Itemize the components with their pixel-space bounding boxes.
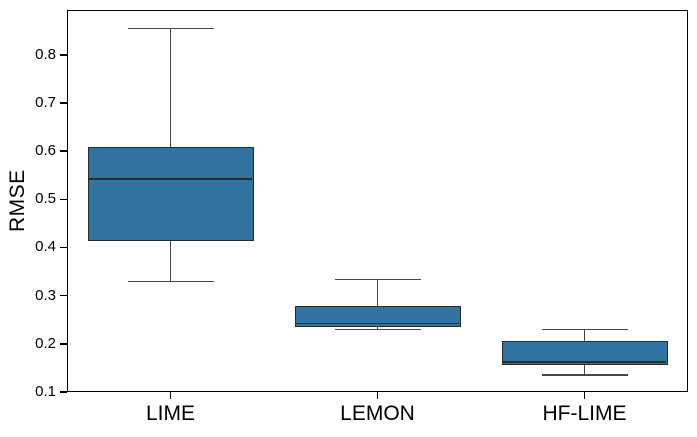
- whisker-lower: [583, 364, 586, 376]
- y-tick-mark: [60, 102, 67, 104]
- whisker-lower: [376, 326, 379, 330]
- y-tick-mark: [60, 343, 67, 345]
- y-tick-mark: [60, 198, 67, 201]
- y-tick-mark: [60, 150, 67, 152]
- whisker-cap-lower: [127, 280, 214, 282]
- median-line: [503, 361, 666, 364]
- whisker-cap-upper: [541, 328, 628, 331]
- whisker-cap-upper: [127, 27, 214, 29]
- x-tick-label: LEMON: [340, 402, 415, 425]
- x-tick-label: HF-LIME: [542, 402, 627, 425]
- median-line: [296, 322, 459, 325]
- y-tick-mark: [60, 294, 67, 297]
- y-tick-label: 0.8: [35, 45, 56, 63]
- whisker-upper: [376, 279, 379, 307]
- whisker-cap-lower: [541, 374, 628, 376]
- y-tick-label: 0.1: [35, 383, 56, 400]
- box: [501, 340, 668, 365]
- box: [87, 146, 254, 241]
- whisker-upper: [169, 28, 172, 147]
- whisker-cap-lower: [334, 328, 421, 331]
- whisker-upper: [583, 329, 586, 341]
- y-tick-label: 0.2: [35, 334, 56, 352]
- median-line: [89, 178, 252, 180]
- y-tick-mark: [60, 246, 67, 249]
- whisker-lower: [169, 240, 172, 282]
- y-tick-label: 0.5: [35, 190, 56, 208]
- y-tick-mark: [60, 53, 67, 56]
- y-tick-label: 0.3: [35, 286, 56, 304]
- x-tick-mark: [169, 392, 172, 399]
- x-tick-mark: [583, 392, 586, 399]
- x-tick-label: LIME: [145, 402, 196, 425]
- y-tick-label: 0.4: [35, 238, 56, 256]
- y-tick-mark: [60, 391, 67, 393]
- x-tick-mark: [376, 392, 379, 399]
- box: [294, 306, 461, 327]
- whisker-cap-upper: [334, 279, 421, 281]
- y-tick-label: 0.7: [35, 93, 56, 111]
- y-tick-label: 0.6: [35, 142, 56, 160]
